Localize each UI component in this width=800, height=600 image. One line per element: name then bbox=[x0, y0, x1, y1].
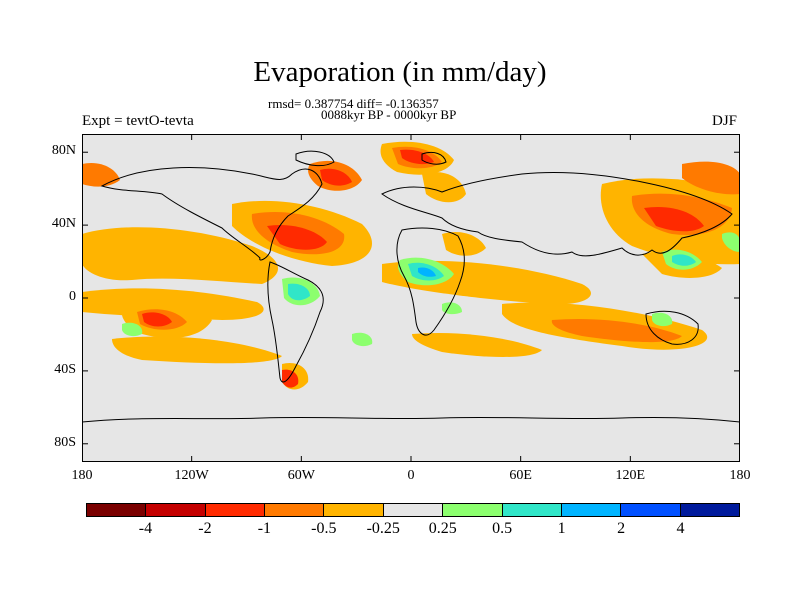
colorbar-swatch bbox=[324, 504, 384, 516]
y-tick-label: 40N bbox=[51, 216, 76, 232]
x-tick-label: 180 bbox=[71, 468, 93, 483]
colorbar bbox=[86, 503, 740, 517]
colorbar-swatch bbox=[502, 504, 562, 516]
colorbar-label: -2 bbox=[198, 520, 212, 537]
map-title: Evaporation (in mm/day) bbox=[253, 56, 547, 88]
stats-line: rmsd= 0.387754 diff= -0.136357 bbox=[268, 96, 439, 111]
colorbar-label: 4 bbox=[676, 520, 685, 537]
colorbar-label: 1 bbox=[557, 520, 566, 537]
x-tick-label: 60W bbox=[287, 468, 315, 483]
y-tick-label: 80S bbox=[54, 434, 76, 450]
colorbar-label: 0.25 bbox=[428, 520, 457, 537]
x-tick-label: 0 bbox=[407, 468, 415, 483]
colorbar-swatch bbox=[265, 504, 325, 516]
colorbar-swatch bbox=[443, 504, 503, 516]
colorbar-swatch bbox=[383, 504, 444, 516]
colorbar-label: -1 bbox=[257, 520, 272, 537]
y-tick-label: 0 bbox=[69, 289, 76, 304]
x-tick-label: 60E bbox=[509, 468, 532, 483]
map-ticks bbox=[82, 134, 740, 462]
colorbar-swatch bbox=[621, 504, 681, 516]
evaporation-map bbox=[82, 134, 740, 462]
colorbar-swatch bbox=[146, 504, 206, 516]
y-tick-label: 40S bbox=[54, 361, 76, 377]
x-tick-label: 120E bbox=[615, 468, 646, 483]
y-tick-label: 80N bbox=[51, 143, 76, 159]
colorbar-label: -0.5 bbox=[311, 520, 337, 537]
coastlines bbox=[82, 150, 740, 423]
colorbar-swatch bbox=[680, 504, 739, 516]
colorbar-swatch bbox=[205, 504, 266, 516]
colorbar-swatch bbox=[87, 504, 147, 516]
positive-anomaly-shading bbox=[122, 232, 740, 347]
x-tick-label: 120W bbox=[174, 468, 209, 483]
colorbar-label: -0.25 bbox=[366, 520, 400, 537]
colorbar-label: 2 bbox=[617, 520, 626, 537]
season-label: DJF bbox=[712, 113, 738, 129]
colorbar-label: -4 bbox=[138, 520, 153, 537]
colorbar-swatch bbox=[561, 504, 622, 516]
colorbar-label: 0.5 bbox=[492, 520, 513, 537]
experiment-label: Expt = tevtO-tevta bbox=[82, 113, 194, 129]
period-line: 0088kyr BP - 0000kyr BP bbox=[321, 107, 457, 122]
x-tick-label: 180 bbox=[729, 468, 751, 483]
